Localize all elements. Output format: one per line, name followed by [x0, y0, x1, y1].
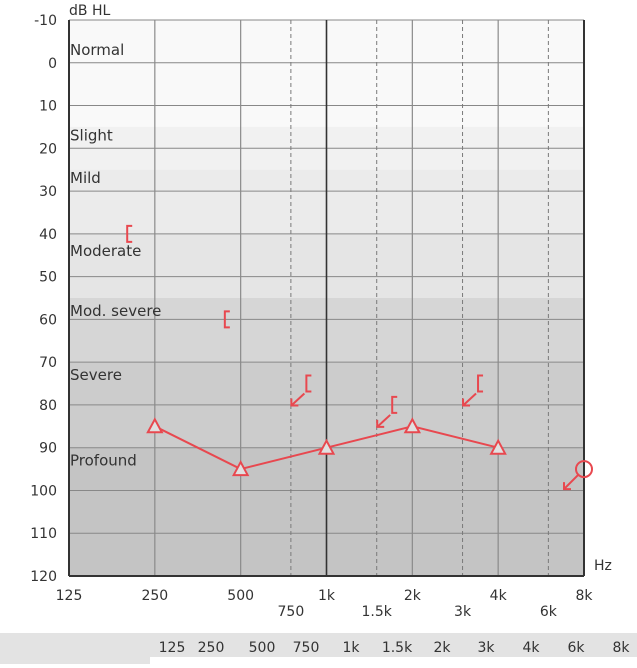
- triangle-marker: [489, 438, 507, 455]
- band-label: Mild: [70, 169, 101, 187]
- triangle-marker: [146, 417, 164, 434]
- y-tick-label: -10: [34, 13, 57, 29]
- bracket-marker: [223, 310, 230, 329]
- x-tick-label: 500: [227, 588, 254, 604]
- y-tick-label: 110: [30, 526, 57, 542]
- no-response-arrowhead: [376, 419, 385, 428]
- y-tick-label: 50: [39, 270, 57, 286]
- table-column-header: 2k: [433, 640, 451, 656]
- x-tick-label-secondary: 1.5k: [362, 604, 393, 620]
- band-label: Slight: [70, 126, 113, 144]
- x-tick-label: 1k: [318, 588, 336, 604]
- x-tick-label-secondary: 3k: [454, 604, 472, 620]
- no-response-arrow: [462, 392, 477, 407]
- x-tick-label: 125: [56, 588, 83, 604]
- table-column-header: 6k: [567, 640, 585, 656]
- no-response-arrowhead: [462, 398, 471, 407]
- y-tick-label: 100: [30, 483, 57, 499]
- y-tick-label: 20: [39, 141, 57, 157]
- band-label: Profound: [70, 452, 137, 470]
- table-column-header: 125: [159, 640, 186, 656]
- no-response-arrow: [376, 414, 391, 428]
- bracket-marker: [477, 374, 484, 393]
- table-column-header: 750: [293, 640, 320, 656]
- x-tick-label: 250: [141, 588, 168, 604]
- x-tick-label: 8k: [575, 588, 593, 604]
- y-tick-label: 30: [39, 184, 57, 200]
- band-label: Normal: [70, 41, 124, 59]
- table-column-header: 3k: [477, 640, 495, 656]
- no-response-arrowhead: [563, 482, 571, 491]
- no-response-arrowhead: [290, 398, 299, 407]
- x-tick-label: 4k: [490, 588, 508, 604]
- y-tick-label: 120: [30, 569, 57, 585]
- y-tick-label: 60: [39, 312, 57, 328]
- y-tick-label: 0: [48, 56, 57, 72]
- band-label: Moderate: [70, 242, 141, 260]
- x-tick-label: 2k: [404, 588, 422, 604]
- band-label: Severe: [70, 366, 122, 384]
- bracket-marker: [126, 224, 133, 243]
- y-axis-label: dB HL: [69, 3, 110, 19]
- y-tick-label: 10: [39, 99, 57, 115]
- table-column-header: 1k: [342, 640, 360, 656]
- y-tick-label: 40: [39, 227, 57, 243]
- bracket-marker: [305, 374, 312, 393]
- no-response-arrow: [563, 474, 579, 490]
- table-column-header: 250: [198, 640, 225, 656]
- table-column-header: 500: [249, 640, 276, 656]
- triangle-marker: [231, 459, 250, 477]
- y-tick-label: 70: [39, 355, 57, 371]
- table-row-bg: [150, 657, 637, 664]
- triangle-marker: [317, 438, 336, 455]
- x-axis-label: Hz: [594, 558, 612, 574]
- circle-marker: [575, 460, 593, 479]
- no-response-arrow: [290, 392, 306, 407]
- band-label: Mod. severe: [70, 302, 161, 320]
- x-tick-label-secondary: 750: [278, 604, 305, 620]
- table-column-header: 4k: [522, 640, 540, 656]
- table-column-header: 1.5k: [382, 640, 413, 656]
- x-tick-label-secondary: 6k: [540, 604, 558, 620]
- y-tick-label: 80: [39, 398, 57, 414]
- triangle-marker: [403, 417, 422, 434]
- table-column-header: 8k: [612, 640, 630, 656]
- bracket-marker: [391, 395, 398, 414]
- y-tick-label: 90: [39, 441, 57, 457]
